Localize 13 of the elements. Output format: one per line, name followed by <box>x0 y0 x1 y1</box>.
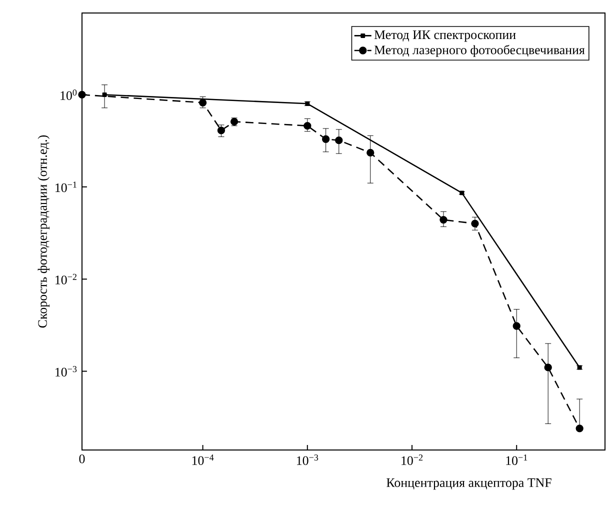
y-tick-label: 10$^{−3}$ <box>56 366 77 377</box>
x-tick-label: 10$^{−4}$ <box>192 454 214 465</box>
y-axis-title: Скорость фотодеградации (отн.ед.) <box>38 135 50 328</box>
y-tick-label: 10$^{−1}$ <box>56 182 76 192</box>
legend-label: Метод лазерного фотообесцвечивания <box>374 44 585 57</box>
x-tick-label: 10$^{−2}$ <box>402 454 423 465</box>
legend-label: Метод ИК спектроскопии <box>374 30 516 42</box>
x-axis-title: Концентрация акцептора TNF <box>386 478 552 490</box>
x-tick-label: 10$^{−3}$ <box>296 454 318 465</box>
x-tick-label: 10$^{−1}$ <box>506 454 528 465</box>
y-tick-label: 10$^{−2}$ <box>56 274 76 284</box>
x-tick-label: 0 <box>79 454 85 464</box>
y-tick-label: 10$^{0}$ <box>60 89 77 100</box>
